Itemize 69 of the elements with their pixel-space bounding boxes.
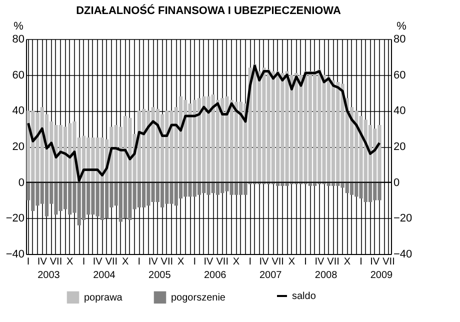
x-tick-label: I [138, 256, 141, 268]
y-tick-label: 0 [18, 176, 24, 189]
bar [331, 80, 336, 182]
x-tick-label: X [66, 256, 74, 268]
legend-label: pogorszenie [171, 292, 226, 304]
y-tick-label: −20 [6, 212, 24, 225]
bar [234, 182, 238, 195]
x-tick-label: I [82, 256, 86, 268]
x-tick-label: VII [105, 256, 118, 268]
y2-tick-label: 60 [394, 69, 406, 82]
text: 2009 [370, 270, 394, 281]
legend-label: saldo [292, 291, 316, 302]
bar [234, 102, 238, 182]
y2-tick-label: 20 [394, 141, 406, 153]
bar [44, 182, 49, 216]
x-tick-label: IV [370, 256, 380, 268]
bar [368, 182, 372, 202]
y-tick-label: 40 [12, 105, 24, 118]
y2-tick-label: −20 [394, 212, 412, 225]
bar [100, 182, 104, 220]
bar [216, 182, 220, 195]
bar [178, 96, 183, 182]
x-tick-label: IV [92, 256, 103, 268]
x-tick-label: VII [382, 256, 395, 268]
bar [197, 182, 202, 195]
x-tick-label: X [232, 256, 240, 268]
x-tick-label: X [344, 256, 351, 268]
y2-tick-label: −40 [394, 248, 412, 260]
legend-label: poprawa [84, 292, 123, 304]
text: 2005 [148, 270, 172, 281]
x-tick-label: VII [50, 256, 62, 268]
x-tick-label: I [26, 256, 30, 268]
chart-title: DZIAŁALNOŚĆ FINANSOWA I UBEZPIECZENIOWA [76, 4, 341, 17]
text: 2003 [38, 270, 60, 281]
y-tick-label: −40 [6, 248, 24, 260]
bar [63, 126, 68, 182]
text: 2004 [93, 270, 116, 281]
x-tick-label: I [193, 256, 196, 268]
y2-axis-title: % [396, 20, 407, 32]
x-tick-label: IV [37, 256, 48, 268]
x-tick-label: I [304, 256, 307, 268]
x-tick-label: I [360, 256, 362, 268]
text: 2007 [259, 270, 282, 281]
x-tick-label: VII [160, 256, 174, 268]
x-tick-label: IV [204, 256, 214, 268]
bar [312, 71, 317, 182]
text: 2006 [204, 270, 227, 281]
y2-tick-label: 80 [394, 34, 406, 46]
x-tick-label: I [248, 256, 252, 268]
x-tick-label: X [288, 256, 296, 268]
x-tick-label: VII [216, 256, 228, 268]
y-axis-title: % [14, 20, 24, 32]
text: 2008 [314, 270, 338, 281]
bar [350, 182, 354, 195]
x-tick-label: IV [314, 256, 324, 268]
bar [197, 98, 202, 182]
y2-tick-label: 40 [394, 105, 406, 118]
y-tick-label: 20 [12, 141, 24, 153]
x-tick-label: X [122, 256, 129, 268]
x-tick-label: X [177, 256, 184, 268]
x-tick-label: IV [259, 256, 270, 268]
x-tick-label: VII [272, 256, 284, 268]
bar [160, 182, 164, 208]
bar [252, 64, 257, 182]
x-tick-label: IV [148, 256, 158, 268]
y-tick-label: 60 [12, 69, 24, 82]
x-tick-label: VII [327, 256, 340, 268]
y2-tick-label: 0 [394, 176, 400, 189]
y-tick-label: 80 [12, 34, 24, 46]
